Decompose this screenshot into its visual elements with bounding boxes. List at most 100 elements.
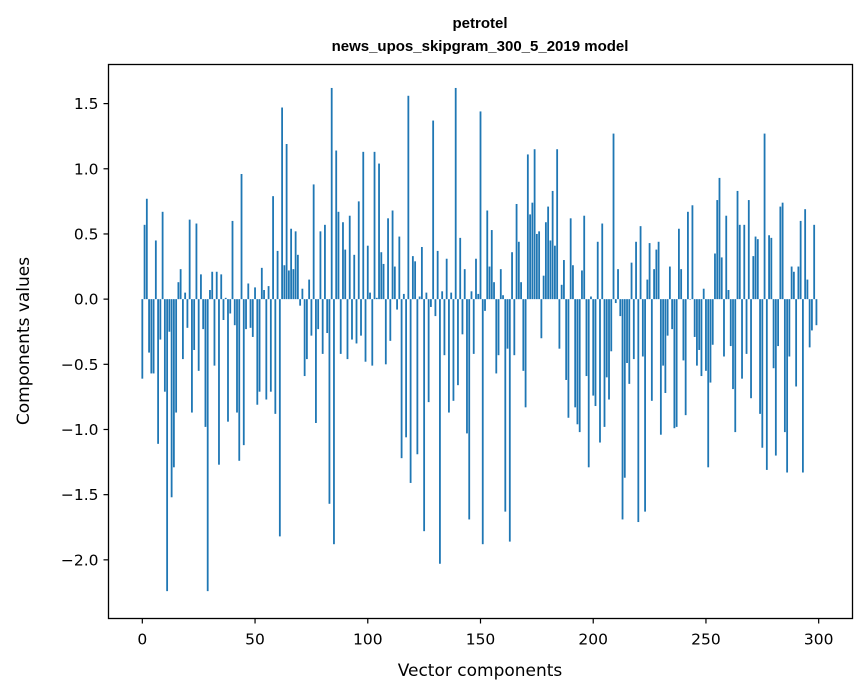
bar-272 (754, 236, 757, 300)
bar-159 (499, 269, 502, 300)
bar-10 (163, 299, 166, 392)
bar-286 (786, 299, 789, 473)
bar-136 (448, 299, 450, 413)
bar-146 (470, 291, 473, 300)
bar-189 (567, 299, 570, 418)
bar-112 (393, 266, 396, 300)
bar-69 (296, 254, 299, 300)
bar-207 (608, 299, 610, 400)
bar-196 (583, 215, 586, 300)
bar-151 (481, 299, 484, 545)
bar-42 (236, 299, 238, 413)
bar-257 (720, 257, 723, 300)
bar-13 (170, 299, 173, 498)
bar-33 (215, 271, 218, 300)
bar-279 (770, 237, 773, 300)
bar-173 (531, 202, 534, 300)
chart-subtitle: news_upos_skipgram_300_5_2019 model (332, 38, 629, 55)
bar-6 (154, 240, 157, 300)
bar-206 (605, 299, 608, 378)
bar-55 (265, 299, 268, 400)
bar-75 (310, 299, 313, 336)
bar-72 (303, 299, 306, 377)
bar-18 (182, 299, 184, 360)
bar-70 (299, 299, 302, 306)
bar-107 (382, 263, 385, 300)
bar-268 (745, 299, 748, 354)
bar-219 (635, 241, 637, 300)
bar-54 (263, 290, 265, 300)
bar-36 (222, 299, 225, 320)
bar-297 (811, 299, 813, 331)
bar-118 (407, 95, 410, 300)
bar-171 (526, 154, 529, 300)
bar-292 (799, 220, 802, 300)
y-tick-label: 1.0 (74, 160, 99, 178)
x-tick-label: 150 (466, 631, 496, 649)
bar-215 (626, 299, 628, 364)
bar-211 (617, 269, 619, 300)
bar-274 (759, 299, 761, 414)
bar-224 (646, 279, 649, 300)
bar-96 (357, 201, 360, 300)
bar-162 (506, 299, 509, 349)
bar-46 (245, 299, 247, 330)
bar-291 (797, 266, 800, 300)
bar-204 (601, 223, 604, 300)
bar-51 (256, 299, 259, 405)
bar-135 (445, 258, 448, 300)
bar-61 (278, 299, 281, 537)
bar-287 (788, 299, 791, 357)
bar-31 (211, 271, 214, 300)
bar-256 (718, 177, 721, 300)
bar-115 (400, 299, 403, 459)
bar-44 (240, 174, 243, 300)
bar-28 (204, 299, 207, 427)
bar-250 (705, 299, 707, 371)
bar-141 (459, 237, 462, 300)
bar-277 (765, 299, 768, 470)
bar-series (141, 87, 818, 592)
bar-273 (756, 239, 759, 300)
bar-182 (551, 190, 554, 300)
bar-252 (709, 299, 712, 383)
bar-15 (175, 299, 178, 413)
bar-144 (466, 299, 468, 434)
bar-32 (213, 299, 216, 366)
bar-105 (378, 163, 380, 300)
bar-174 (533, 149, 536, 300)
bar-177 (540, 299, 543, 339)
bar-161 (504, 299, 507, 512)
bar-60 (276, 250, 279, 300)
bar-101 (369, 292, 371, 300)
bar-0 (141, 299, 144, 379)
bar-77 (315, 299, 317, 423)
bar-148 (475, 258, 477, 300)
bar-124 (420, 246, 423, 300)
bar-143 (463, 269, 466, 300)
bar-271 (752, 256, 755, 300)
bar-269 (747, 200, 750, 300)
bar-179 (544, 222, 547, 300)
bar-79 (319, 231, 322, 300)
bar-168 (520, 282, 522, 300)
bar-132 (439, 299, 441, 564)
bar-267 (743, 224, 746, 300)
bar-9 (161, 211, 164, 300)
bar-282 (777, 299, 779, 347)
bar-180 (547, 206, 550, 300)
bar-139 (454, 87, 457, 300)
bar-290 (795, 299, 798, 387)
bar-184 (556, 149, 559, 300)
bar-67 (292, 269, 295, 300)
bar-202 (596, 241, 599, 300)
bar-14 (172, 299, 175, 468)
bar-191 (572, 265, 574, 300)
bar-147 (472, 299, 475, 354)
bar-93 (351, 299, 353, 340)
bar-45 (242, 299, 245, 446)
bar-128 (430, 299, 432, 307)
bar-223 (644, 299, 646, 512)
y-tick-label: −1.0 (61, 421, 99, 439)
bar-245 (693, 299, 696, 337)
